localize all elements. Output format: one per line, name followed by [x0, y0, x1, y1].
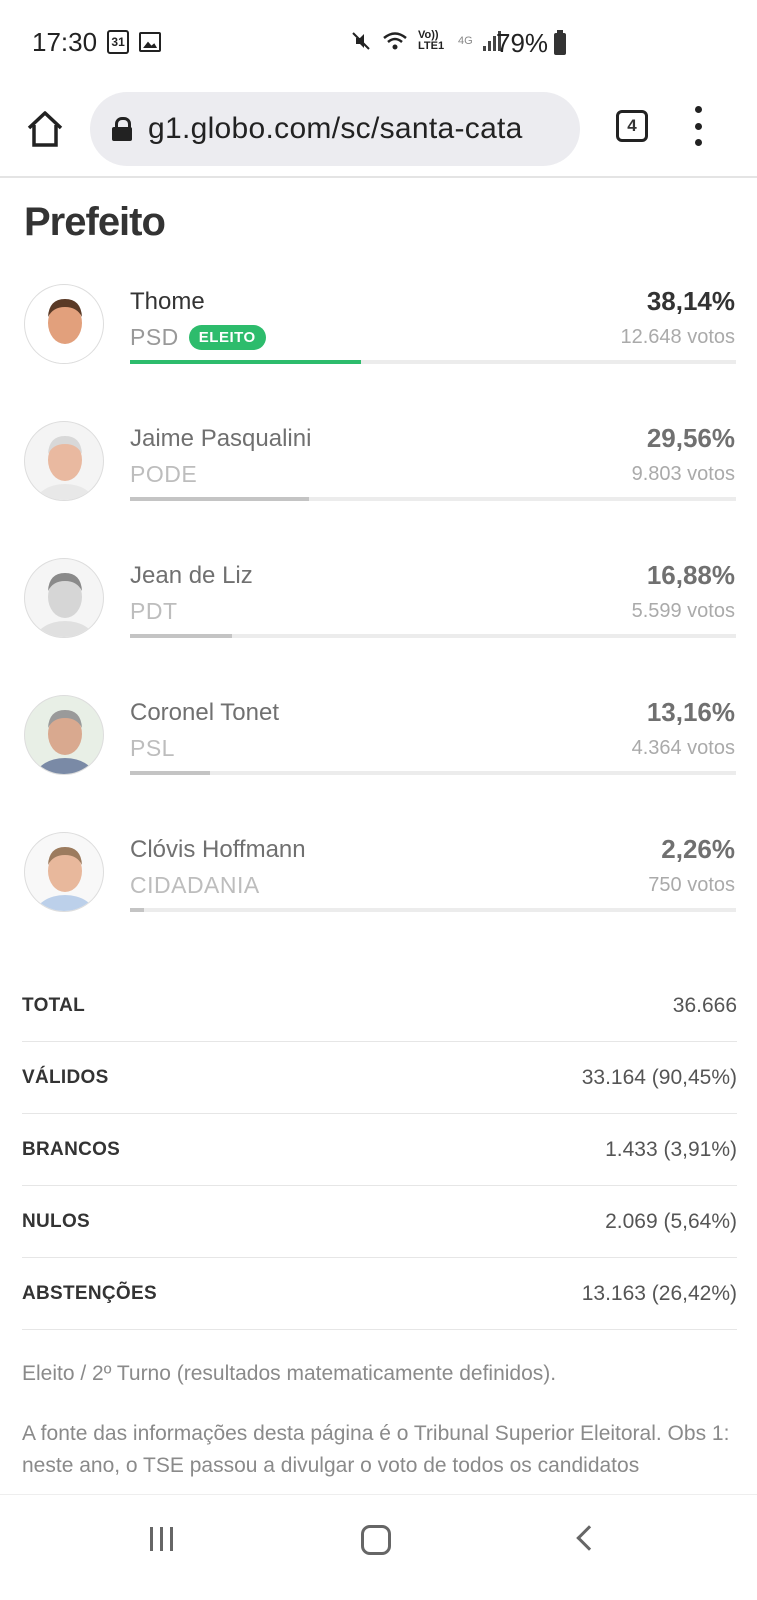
back-icon[interactable]	[576, 1525, 602, 1551]
summary-row: ABSTENÇÕES 13.163 (26,42%)	[22, 1258, 737, 1330]
candidate-party: PDT	[130, 598, 178, 625]
legend-note: Eleito / 2º Turno (resultados matematica…	[22, 1362, 557, 1385]
page-title: Prefeito	[24, 200, 166, 244]
vote-bar-fill	[130, 497, 310, 501]
summary-row: NULOS 2.069 (5,64%)	[22, 1186, 737, 1258]
candidate-percent: 38,14%	[646, 286, 735, 316]
gallery-icon	[139, 32, 162, 52]
candidate-name: Coronel Tonet	[130, 699, 279, 726]
recents-icon[interactable]	[150, 1527, 173, 1551]
candidate-row: Jaime Pasqualini PODE 29,56% 9.803 votos	[0, 421, 757, 521]
candidate-votes: 4.364 votos	[631, 737, 735, 759]
wifi-icon	[383, 32, 407, 50]
network-label: Vo)) LTE1	[418, 29, 445, 52]
summary-value: 13.163 (26,42%)	[581, 1281, 737, 1305]
candidate-percent: 16,88%	[646, 560, 735, 590]
candidate-party: PSD ELEITO	[130, 324, 266, 351]
home-icon[interactable]	[24, 108, 66, 150]
candidate-name: Jean de Liz	[130, 562, 253, 589]
summary-value: 1.433 (3,91%)	[605, 1137, 737, 1161]
vote-bar-track	[130, 360, 736, 364]
candidate-votes: 750 votos	[648, 874, 735, 896]
summary-row: VÁLIDOS 33.164 (90,45%)	[22, 1042, 737, 1114]
source-note: A fonte das informações desta página é o…	[22, 1422, 730, 1488]
summary-label: ABSTENÇÕES	[22, 1282, 157, 1304]
candidate-percent: 29,56%	[646, 423, 735, 453]
battery-icon	[554, 29, 567, 55]
candidate-name: Clóvis Hoffmann	[130, 836, 306, 863]
candidate-votes: 9.803 votos	[631, 463, 735, 485]
vote-bar-track	[130, 771, 736, 775]
summary-label: NULOS	[22, 1210, 90, 1232]
summary-table: TOTAL 36.666 VÁLIDOS 33.164 (90,45%) BRA…	[22, 970, 737, 1330]
browser-toolbar: g1.globo.com/sc/santa-cata 4	[0, 88, 757, 178]
candidate-avatar	[24, 695, 104, 775]
candidate-row: Jean de Liz PDT 16,88% 5.599 votos	[0, 558, 757, 658]
vote-bar-track	[130, 634, 736, 638]
battery-level: 79%	[496, 28, 549, 58]
mute-icon	[352, 32, 370, 50]
address-bar[interactable]: g1.globo.com/sc/santa-cata	[90, 92, 580, 166]
summary-value: 36.666	[672, 993, 737, 1017]
calendar-icon: 31	[107, 30, 130, 54]
more-menu-icon[interactable]	[693, 106, 703, 146]
summary-value: 2.069 (5,64%)	[605, 1209, 737, 1233]
summary-label: VÁLIDOS	[22, 1066, 109, 1088]
candidate-party: PSL	[130, 735, 175, 762]
candidate-percent: 13,16%	[646, 697, 735, 727]
party-label: PODE	[130, 461, 198, 487]
vote-bar-track	[130, 908, 736, 912]
summary-row: TOTAL 36.666	[22, 970, 737, 1042]
candidate-row: Thome PSD ELEITO 38,14% 12.648 votos	[0, 284, 757, 384]
summary-label: TOTAL	[22, 994, 86, 1016]
network-type: 4G	[458, 35, 473, 47]
tabs-button[interactable]: 4	[616, 110, 648, 142]
candidate-party: PODE	[130, 461, 197, 488]
vote-bar-fill	[130, 908, 144, 912]
vote-bar-fill	[130, 771, 210, 775]
candidate-row: Coronel Tonet PSL 13,16% 4.364 votos	[0, 695, 757, 795]
system-nav-bar	[0, 1494, 757, 1600]
summary-label: BRANCOS	[22, 1138, 121, 1160]
candidate-avatar	[24, 421, 104, 501]
vote-bar-fill	[130, 634, 233, 638]
vote-bar-fill	[130, 360, 362, 364]
candidate-percent: 2,26%	[661, 834, 735, 864]
party-label: PSD	[130, 324, 179, 350]
elected-badge: ELEITO	[188, 325, 266, 350]
party-label: PSL	[130, 735, 175, 761]
signal-icon	[482, 31, 501, 51]
candidate-avatar	[24, 832, 104, 912]
status-time: 17:30	[32, 26, 98, 57]
candidate-avatar	[24, 558, 104, 638]
party-label: CIDADANIA	[130, 872, 260, 898]
candidate-name: Jaime Pasqualini	[130, 425, 312, 452]
home-nav-icon[interactable]	[361, 1525, 391, 1555]
candidate-name: Thome	[130, 288, 205, 315]
status-bar: 17:30 31 Vo)) LTE1 4G 79%	[0, 0, 757, 84]
candidate-party: CIDADANIA	[130, 872, 260, 899]
vote-bar-track	[130, 497, 736, 501]
candidate-avatar	[24, 284, 104, 364]
candidate-votes: 5.599 votos	[631, 600, 735, 622]
summary-value: 33.164 (90,45%)	[581, 1065, 737, 1089]
summary-row: BRANCOS 1.433 (3,91%)	[22, 1114, 737, 1186]
party-label: PDT	[130, 598, 178, 624]
candidate-votes: 12.648 votos	[620, 326, 735, 348]
lock-icon	[112, 117, 132, 141]
url-text: g1.globo.com/sc/santa-cata	[148, 112, 523, 145]
candidate-row: Clóvis Hoffmann CIDADANIA 2,26% 750 voto…	[0, 832, 757, 932]
